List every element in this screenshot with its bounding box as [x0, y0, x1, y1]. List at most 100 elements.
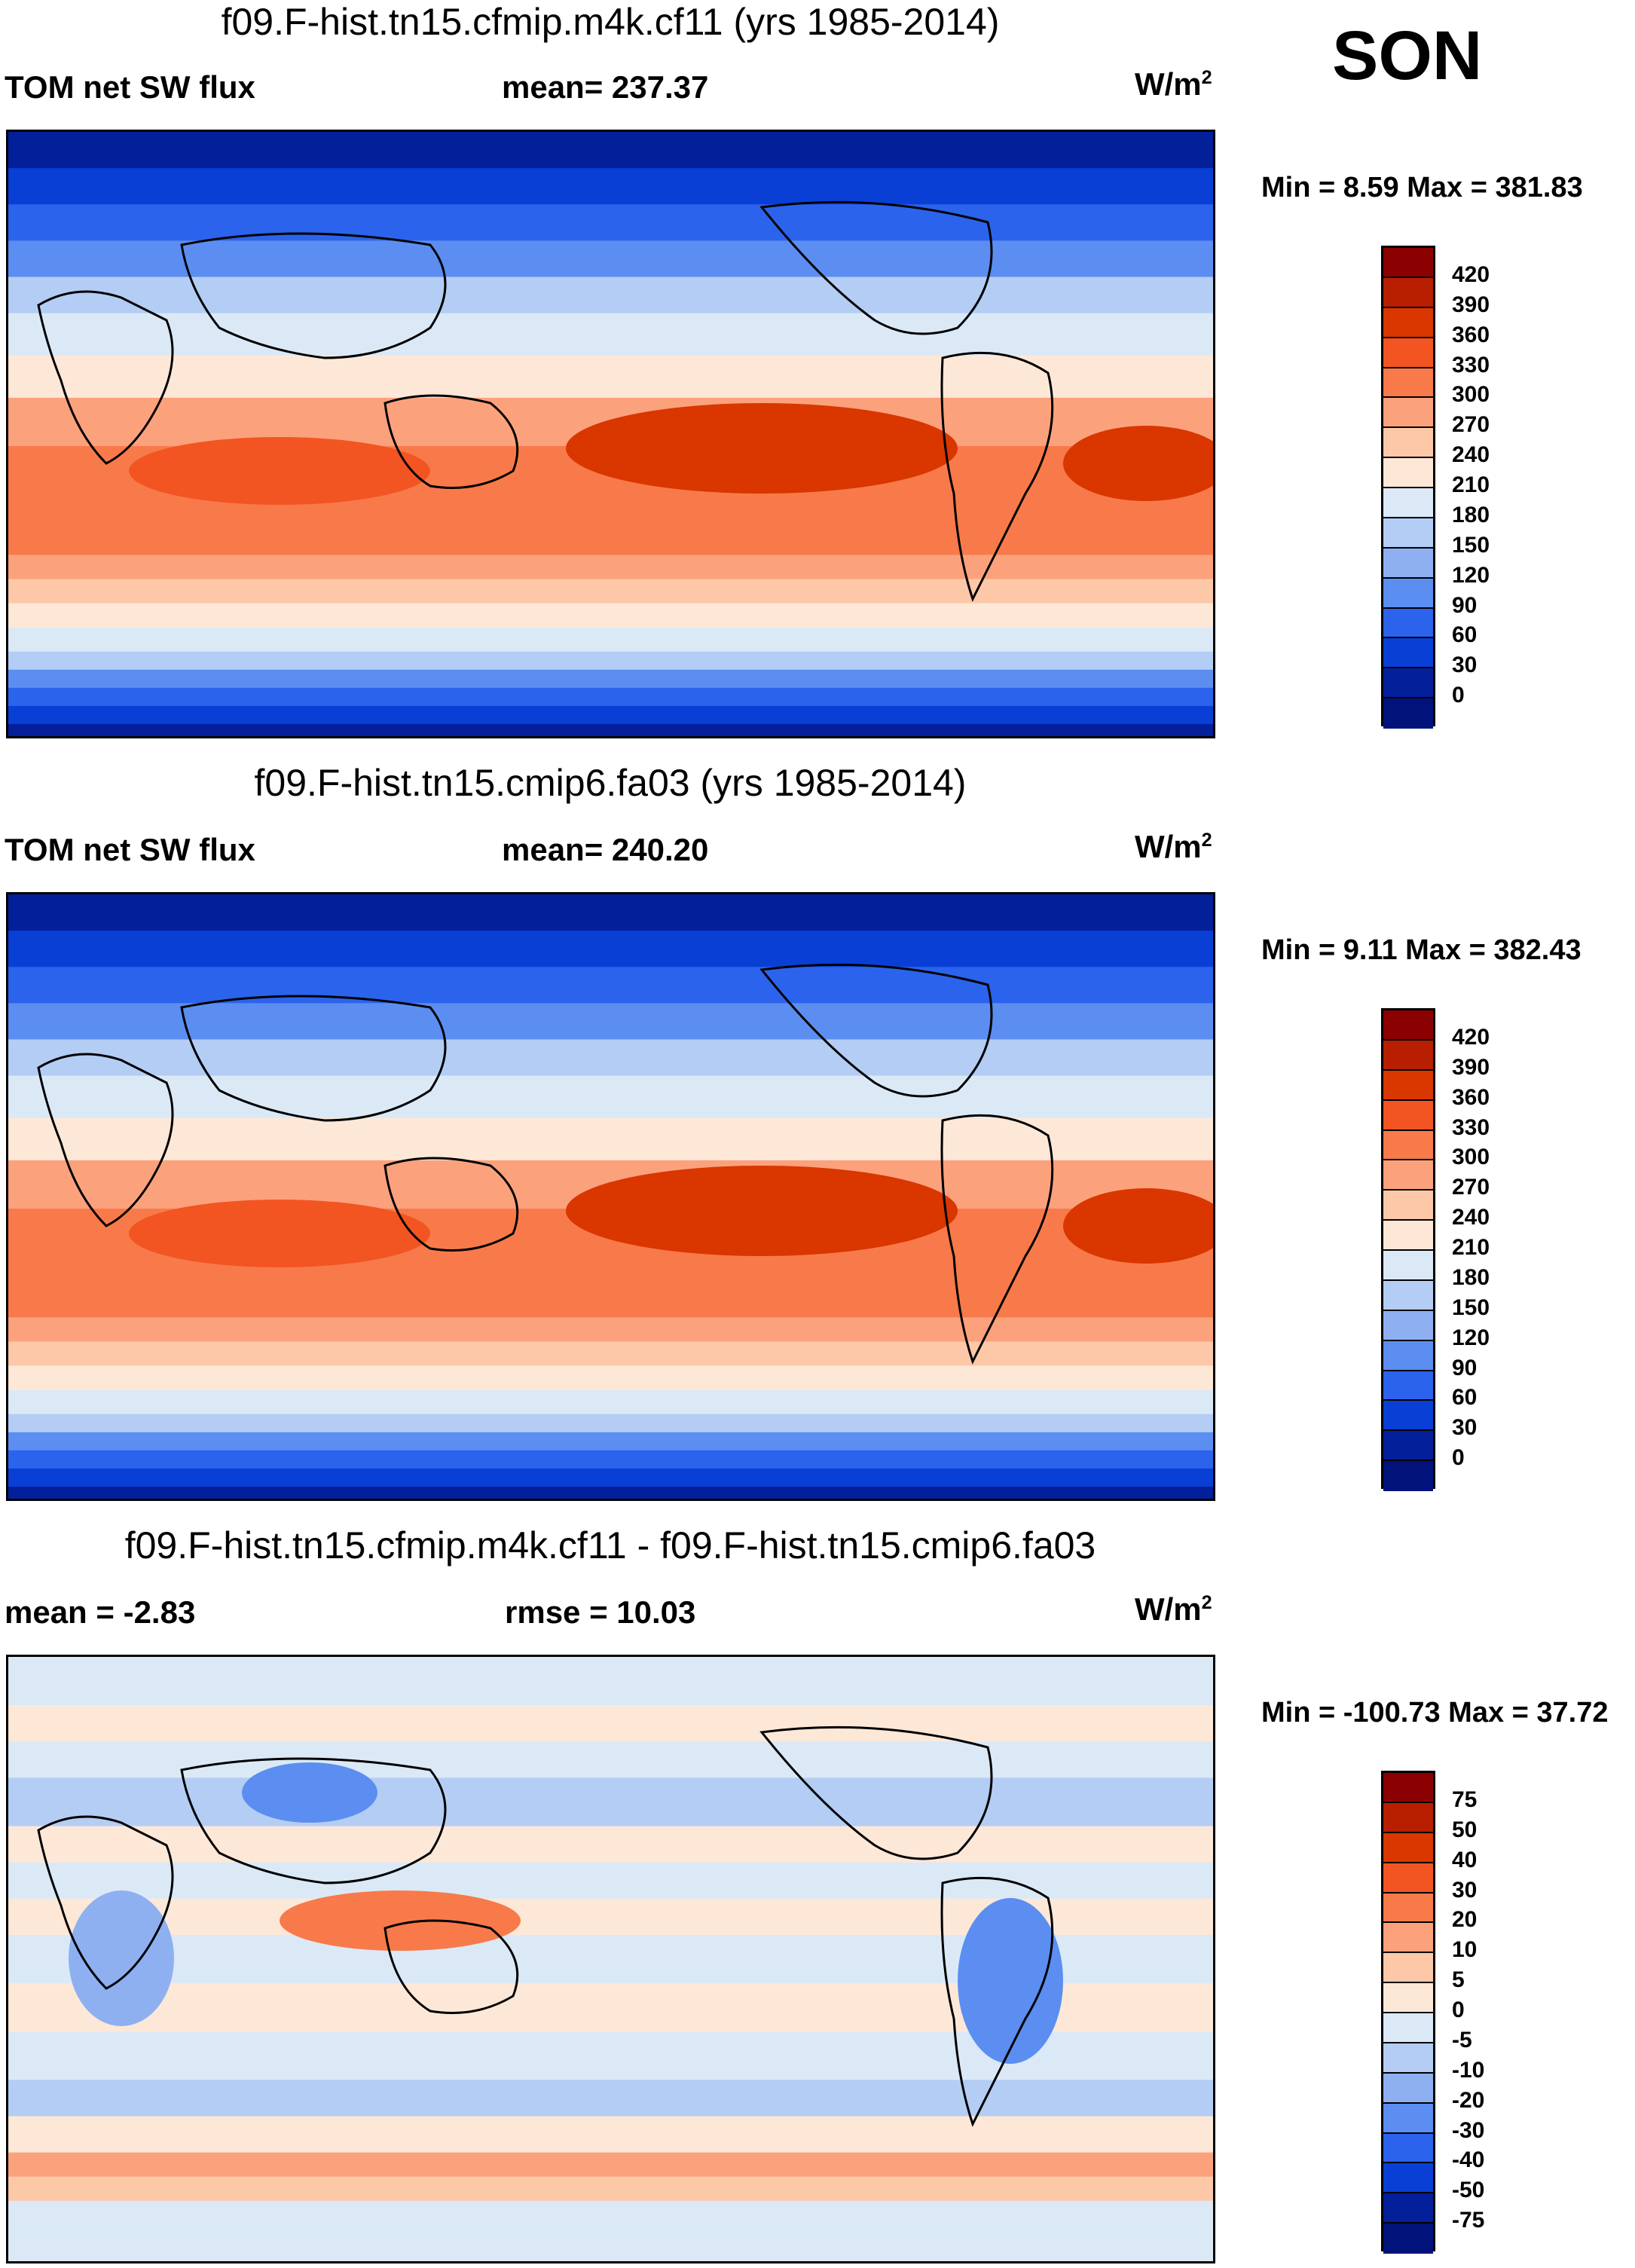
- colorbar-cell: [1383, 1953, 1433, 1984]
- colorbar-cell: [1383, 1983, 1433, 2013]
- panel2-map-svg: [8, 894, 1213, 1499]
- map-band: [8, 313, 1213, 356]
- colorbar-cell: [1383, 1221, 1433, 1251]
- map-band: [8, 1389, 1213, 1415]
- coastline: [940, 1876, 1054, 2127]
- panel3-map-svg: [8, 1657, 1213, 2261]
- map-band: [8, 132, 1213, 170]
- map-band: [8, 1117, 1213, 1161]
- map-band: [8, 168, 1213, 206]
- colorbar-cell: [1383, 1832, 1433, 1863]
- colorbar-cell: [1383, 398, 1433, 429]
- panel1-minmax: Min = 8.59 Max = 381.83: [1261, 172, 1583, 203]
- panel2-units: W/m2: [1135, 829, 1212, 864]
- coastline: [37, 1053, 174, 1227]
- map-blob: [566, 1166, 958, 1256]
- colorbar-cell: [1383, 668, 1433, 699]
- colorbar-tick-label: 210: [1452, 472, 1490, 497]
- map-band: [8, 204, 1213, 242]
- colorbar-cell: [1383, 608, 1433, 639]
- map-band: [8, 555, 1213, 580]
- colorbar-tick-label: 300: [1452, 1145, 1490, 1170]
- colorbar-tick-label: 180: [1452, 502, 1490, 527]
- map-band: [8, 1468, 1213, 1487]
- colorbar-tick-label: 300: [1452, 382, 1490, 408]
- colorbar-cell: [1383, 518, 1433, 549]
- map-band: [8, 355, 1213, 399]
- map-band: [8, 240, 1213, 278]
- colorbar-tick-label: 360: [1452, 322, 1490, 347]
- map-blob: [958, 1898, 1063, 2064]
- map-blob: [129, 1200, 430, 1267]
- colorbar-tick-label: -40: [1452, 2147, 1485, 2173]
- colorbar-cell: [1383, 458, 1433, 488]
- map-band: [8, 1862, 1213, 1900]
- colorbar-cell: [1383, 277, 1433, 308]
- colorbar-tick-label: 0: [1452, 1445, 1465, 1471]
- panel3-mean-label: mean = -2.83: [5, 1594, 196, 1630]
- colorbar-cell: [1383, 1431, 1433, 1462]
- colorbar-cell: [1383, 1280, 1433, 1311]
- colorbar-cell: [1383, 1802, 1433, 1833]
- map-blob: [129, 437, 430, 505]
- map-band: [8, 1826, 1213, 1863]
- panel2-minmax: Min = 9.11 Max = 382.43: [1261, 934, 1582, 966]
- colorbar-tick-label: 60: [1452, 1385, 1478, 1411]
- coastline: [940, 351, 1054, 602]
- map-band: [8, 1341, 1213, 1367]
- map-blob: [1063, 1188, 1213, 1264]
- colorbar-cell: [1383, 2013, 1433, 2043]
- season-label: SON: [1332, 17, 1483, 94]
- coastline: [759, 1725, 993, 1860]
- map-blob: [69, 1891, 174, 2026]
- panel2-variable-label: TOM net SW flux: [5, 832, 255, 867]
- panel3-minmax: Min = -100.73 Max = 37.72: [1261, 1697, 1609, 1729]
- panel2-map: [6, 892, 1215, 1501]
- coastline: [384, 394, 519, 489]
- panel1-map-svg: [8, 132, 1213, 736]
- map-band: [8, 1365, 1213, 1391]
- panel1-mean-label: mean= 237.37: [502, 69, 709, 105]
- map-blob: [566, 403, 958, 494]
- colorbar-cell: [1383, 1461, 1433, 1491]
- colorbar-tick-label: 240: [1452, 442, 1490, 468]
- colorbar-cell: [1383, 1100, 1433, 1131]
- colorbar-cell: [1383, 1070, 1433, 1101]
- colorbar-tick-label: 0: [1452, 1997, 1465, 2022]
- colorbar-cell: [1383, 2163, 1433, 2194]
- colorbar-tick-label: -20: [1452, 2087, 1485, 2113]
- map-band: [8, 2176, 1213, 2202]
- map-band: [8, 1657, 1213, 1707]
- map-band: [8, 687, 1213, 707]
- map-band: [8, 669, 1213, 689]
- colorbar-tick-label: 120: [1452, 1325, 1490, 1350]
- coastline: [37, 290, 174, 465]
- panel2-colorbar: [1381, 1008, 1435, 1491]
- colorbar-tick-label: -5: [1452, 2027, 1472, 2053]
- colorbar-cell: [1383, 1310, 1433, 1341]
- colorbar-tick-label: 150: [1452, 1294, 1490, 1320]
- map-band: [8, 967, 1213, 1004]
- colorbar-cell: [1383, 2133, 1433, 2164]
- colorbar-tick-label: 390: [1452, 292, 1490, 317]
- colorbar-cell: [1383, 1160, 1433, 1191]
- colorbar-tick-label: 360: [1452, 1084, 1490, 1110]
- colorbar-cell: [1383, 428, 1433, 459]
- panel3-title: f09.F-hist.tn15.cfmip.m4k.cf11 - f09.F-h…: [124, 1524, 1096, 1567]
- colorbar-tick-label: -30: [1452, 2117, 1485, 2143]
- map-band: [8, 894, 1213, 932]
- map-band: [8, 1317, 1213, 1343]
- colorbar-tick-label: 330: [1452, 352, 1490, 377]
- colorbar-tick-label: 240: [1452, 1205, 1490, 1230]
- colorbar-cell: [1383, 698, 1433, 729]
- map-band: [8, 1414, 1213, 1433]
- map-band: [8, 277, 1213, 314]
- coastline: [384, 1919, 519, 2014]
- colorbar-tick-label: 75: [1452, 1787, 1478, 1812]
- colorbar-tick-label: 90: [1452, 1355, 1478, 1380]
- coastline: [759, 200, 993, 335]
- colorbar-cell: [1383, 2103, 1433, 2134]
- map-band: [8, 1075, 1213, 1119]
- map-band: [8, 603, 1213, 628]
- colorbar-cell: [1383, 2043, 1433, 2074]
